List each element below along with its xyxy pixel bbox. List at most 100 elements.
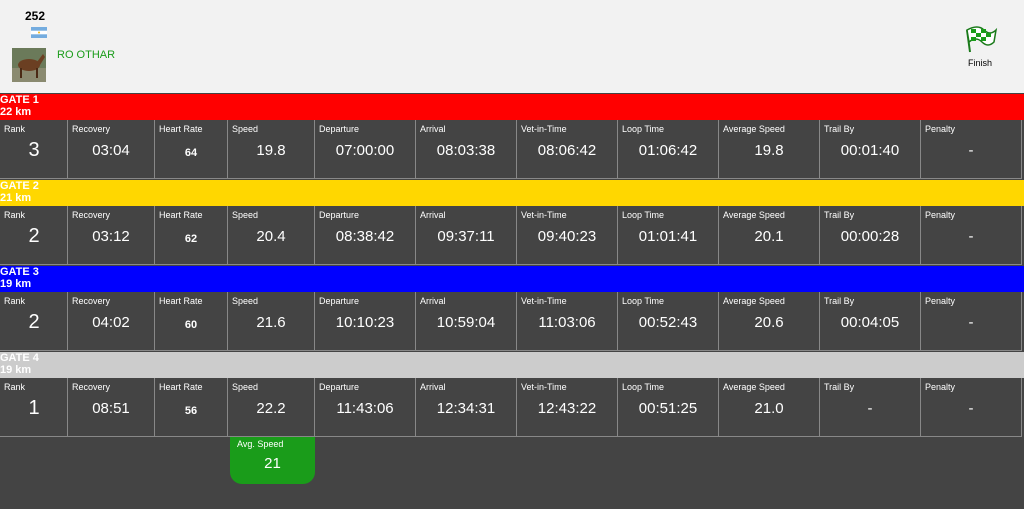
cell-value: 56 — [184, 405, 198, 417]
data-cell: Recovery 08:51 — [68, 378, 155, 437]
column-label: Rank — [4, 296, 26, 306]
gate-bar: GATE 4 19 km — [0, 352, 1024, 378]
data-cell: Loop Time 01:01:41 — [618, 206, 719, 265]
gate-distance: 19 km — [0, 364, 32, 376]
header: 252 RO OTHAR Finish — [0, 0, 1024, 93]
gate-name: GATE 1 — [0, 94, 39, 106]
avg-speed-box: Avg. Speed 21 — [230, 437, 315, 484]
data-cell: Trail By - — [820, 378, 921, 437]
finish-label[interactable]: Finish — [968, 58, 993, 68]
gate-bar: GATE 3 19 km — [0, 266, 1024, 292]
data-cell: Loop Time 00:52:43 — [618, 292, 719, 351]
cell-value: 21.6 — [256, 314, 286, 331]
gate-distance: 21 km — [0, 192, 32, 204]
cell-value: 09:40:23 — [537, 228, 597, 245]
data-cell: Speed 21.6 — [228, 292, 315, 351]
data-cell: Arrival 08:03:38 — [416, 120, 517, 179]
data-cell: Penalty - — [921, 378, 1022, 437]
column-label: Arrival — [420, 382, 446, 392]
data-cell: Vet-in-Time 12:43:22 — [517, 378, 618, 437]
cell-value: 03:04 — [92, 142, 130, 159]
cell-value: - — [968, 314, 974, 331]
avg-speed-label: Avg. Speed — [237, 439, 284, 449]
data-cell: Loop Time 00:51:25 — [618, 378, 719, 437]
data-cell: Penalty - — [921, 292, 1022, 351]
column-label: Loop Time — [622, 296, 665, 306]
data-cell: Heart Rate 56 — [155, 378, 228, 437]
data-cell: Penalty - — [921, 206, 1022, 265]
cell-value: 20.4 — [256, 228, 286, 245]
data-cell: Departure 07:00:00 — [315, 120, 416, 179]
data-cell: Penalty - — [921, 120, 1022, 179]
column-label: Departure — [319, 124, 360, 134]
column-label: Arrival — [420, 124, 446, 134]
column-label: Recovery — [72, 382, 111, 392]
avg-speed-value: 21 — [264, 455, 281, 472]
column-label: Departure — [319, 296, 360, 306]
column-label: Recovery — [72, 124, 111, 134]
data-cell: Recovery 03:12 — [68, 206, 155, 265]
gate-bar: GATE 2 21 km — [0, 180, 1024, 206]
cell-value: 04:02 — [92, 314, 130, 331]
data-cell: Vet-in-Time 09:40:23 — [517, 206, 618, 265]
cell-value: 00:52:43 — [638, 314, 698, 331]
cell-value: 19.8 — [754, 142, 784, 159]
cell-value: 12:43:22 — [537, 400, 597, 417]
cell-value: 19.8 — [256, 142, 286, 159]
column-label: Average Speed — [723, 124, 785, 134]
data-cell: Rank 3 — [0, 120, 68, 179]
column-label: Speed — [232, 382, 259, 392]
data-cell: Speed 20.4 — [228, 206, 315, 265]
gate-distance: 19 km — [0, 278, 32, 290]
gate-name: GATE 3 — [0, 266, 39, 278]
gate-distance: 22 km — [0, 106, 32, 118]
column-label: Average Speed — [723, 210, 785, 220]
data-cell: Average Speed 21.0 — [719, 378, 820, 437]
column-label: Trail By — [824, 210, 855, 220]
column-label: Loop Time — [622, 210, 665, 220]
column-label: Heart Rate — [159, 124, 203, 134]
gate-name: GATE 2 — [0, 180, 39, 192]
column-label: Speed — [232, 124, 259, 134]
horse-number: 252 — [25, 9, 46, 23]
data-cell: Recovery 03:04 — [68, 120, 155, 179]
data-cell: Vet-in-Time 08:06:42 — [517, 120, 618, 179]
data-cell: Heart Rate 60 — [155, 292, 228, 351]
column-label: Speed — [232, 210, 259, 220]
column-label: Penalty — [925, 210, 956, 220]
cell-value: 01:06:42 — [638, 142, 698, 159]
cell-value: 08:03:38 — [436, 142, 496, 159]
data-cell: Trail By 00:04:05 — [820, 292, 921, 351]
column-label: Vet-in-Time — [521, 382, 567, 392]
cell-value: 2 — [28, 225, 40, 247]
cell-value: 60 — [184, 319, 198, 331]
data-cell: Average Speed 20.6 — [719, 292, 820, 351]
data-cell: Average Speed 19.8 — [719, 120, 820, 179]
rider-name: RO OTHAR — [57, 49, 116, 61]
cell-value: 07:00:00 — [335, 142, 395, 159]
column-label: Rank — [4, 124, 26, 134]
cell-value: - — [867, 400, 873, 417]
column-label: Penalty — [925, 296, 956, 306]
finish-icon[interactable] — [964, 24, 998, 54]
data-cell: Speed 22.2 — [228, 378, 315, 437]
column-label: Heart Rate — [159, 382, 203, 392]
column-label: Heart Rate — [159, 210, 203, 220]
column-label: Departure — [319, 210, 360, 220]
column-label: Speed — [232, 296, 259, 306]
data-cell: Loop Time 01:06:42 — [618, 120, 719, 179]
data-cell: Arrival 09:37:11 — [416, 206, 517, 265]
column-label: Rank — [4, 210, 26, 220]
column-label: Loop Time — [622, 382, 665, 392]
cell-value: 1 — [28, 397, 40, 419]
column-label: Recovery — [72, 296, 111, 306]
column-label: Penalty — [925, 124, 956, 134]
cell-value: 20.1 — [754, 228, 784, 245]
gate-name: GATE 4 — [0, 352, 39, 364]
cell-value: 64 — [184, 147, 198, 159]
cell-value: 11:43:06 — [336, 400, 394, 417]
data-cell: Departure 08:38:42 — [315, 206, 416, 265]
cell-value: 10:59:04 — [436, 314, 496, 331]
cell-value: - — [968, 228, 974, 245]
